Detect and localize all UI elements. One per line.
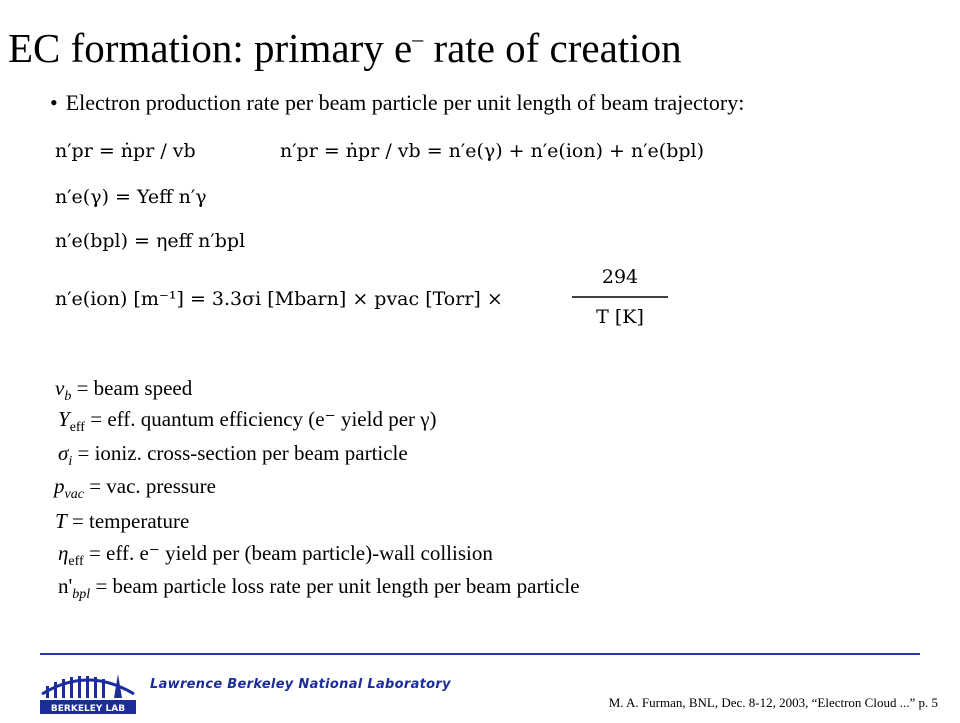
definition-yeff: Yeff = eff. quantum efficiency (e⁻ yield… [58, 407, 437, 435]
equation-3: n′e(bpl) = ηeff n′bpl [55, 230, 245, 252]
bullet-point: • Electron production rate per beam parti… [50, 90, 744, 116]
footer-citation: M. A. Furman, BNL, Dec. 8-12, 2003, “Ele… [608, 695, 938, 710]
definition-temperature: T = temperature [55, 509, 190, 533]
footer-rule [40, 653, 920, 655]
equation-4-lhs: n′e(ion) [m⁻¹] = 3.3σi [Mbarn] × pvac [T… [55, 288, 503, 310]
equation-1-right: n′pr = ṅpr / vb = n′e(γ) + n′e(ion) + n′… [280, 140, 704, 162]
equation-block: n′pr = ṅpr / vb n′pr = ṅpr / vb = n′e(γ)… [55, 127, 755, 342]
bullet-text: Electron production rate per beam partic… [65, 90, 745, 115]
slide-title: EC formation: primary e– rate of creatio… [8, 25, 682, 71]
definition-eta: ηeff = eff. e⁻ yield per (beam particle)… [58, 541, 493, 569]
equation-2: n′e(γ) = Yeff n′γ [55, 186, 207, 208]
bullet-glyph: • [50, 90, 58, 115]
lab-name: Lawrence Berkeley National Laboratory [150, 677, 451, 692]
definition-vb: vb = beam speed [55, 376, 193, 404]
berkeley-lab-logo: BERKELEY LAB [38, 664, 138, 718]
equations-svg: n′pr = ṅpr / vb n′pr = ṅpr / vb = n′e(γ)… [55, 140, 704, 328]
definition-nbpl: n'bpl = beam particle loss rate per unit… [58, 574, 580, 602]
equation-1-left: n′pr = ṅpr / vb [55, 140, 196, 162]
logo-text: BERKELEY LAB [51, 704, 125, 714]
equation-4-numerator: 294 [602, 266, 638, 288]
definition-sigma: σi = ioniz. cross-section per beam parti… [58, 441, 408, 469]
definition-pvac: pvac = vac. pressure [54, 474, 216, 502]
equation-4-denominator: T [K] [596, 306, 644, 328]
